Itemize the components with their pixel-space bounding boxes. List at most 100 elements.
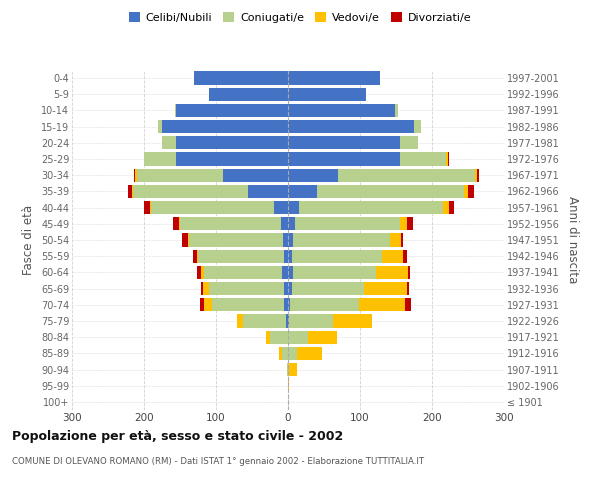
Bar (209, 282, 284, 295)
Bar (288, 282, 292, 295)
Y-axis label: Fasce di età: Fasce di età (22, 205, 35, 275)
Bar (176, 152, 288, 166)
Bar (190, 234, 283, 246)
Bar (281, 217, 288, 230)
Bar (136, 168, 137, 182)
Bar (288, 314, 289, 328)
Bar (475, 168, 476, 182)
Bar (278, 346, 282, 360)
Bar (288, 266, 293, 279)
Bar (133, 185, 248, 198)
Bar (283, 234, 288, 246)
Bar (242, 314, 286, 328)
Bar (288, 185, 317, 198)
Bar (407, 217, 413, 230)
Bar (197, 266, 201, 279)
Bar (406, 298, 411, 312)
Bar (414, 120, 421, 134)
Bar (288, 72, 380, 85)
Bar (293, 266, 376, 279)
Bar (209, 88, 288, 101)
Bar (150, 201, 151, 214)
Bar (390, 234, 401, 246)
Bar (205, 266, 282, 279)
Bar (237, 314, 242, 328)
Bar (332, 314, 372, 328)
Bar (288, 217, 295, 230)
Bar (212, 298, 284, 312)
Bar (299, 201, 443, 214)
Bar (198, 250, 284, 263)
Bar (289, 363, 296, 376)
Bar (290, 298, 359, 312)
Bar (288, 250, 292, 263)
Text: COMUNE DI OLEVANO ROMANO (RM) - Dati ISTAT 1° gennaio 2002 - Elaborazione TUTTIT: COMUNE DI OLEVANO ROMANO (RM) - Dati IST… (12, 458, 424, 466)
Bar (288, 120, 414, 134)
Bar (403, 250, 407, 263)
Bar (400, 136, 418, 149)
Bar (448, 152, 449, 166)
Bar (400, 217, 407, 230)
Bar (194, 72, 288, 85)
Bar (288, 298, 290, 312)
Bar (292, 250, 382, 263)
Bar (400, 152, 446, 166)
Bar (173, 217, 179, 230)
Bar (288, 201, 299, 214)
Bar (223, 168, 288, 182)
Bar (395, 104, 398, 117)
Bar (288, 330, 308, 344)
Bar (188, 234, 190, 246)
Bar (151, 201, 274, 214)
Bar (201, 266, 205, 279)
Bar (292, 282, 364, 295)
Bar (180, 217, 281, 230)
Bar (201, 282, 203, 295)
Bar (288, 136, 400, 149)
Bar (288, 104, 395, 117)
Legend: Celibi/Nubili, Coniugati/e, Vedovi/e, Divorziati/e: Celibi/Nubili, Coniugati/e, Vedovi/e, Di… (124, 8, 476, 28)
Bar (308, 330, 337, 344)
Bar (376, 266, 408, 279)
Bar (284, 298, 288, 312)
Bar (270, 330, 288, 344)
Bar (284, 282, 288, 295)
Bar (204, 298, 212, 312)
Bar (248, 185, 288, 198)
Bar (144, 152, 176, 166)
Bar (408, 266, 410, 279)
Bar (179, 217, 180, 230)
Text: Popolazione per età, sesso e stato civile - 2002: Popolazione per età, sesso e stato civil… (12, 430, 343, 443)
Bar (296, 346, 322, 360)
Bar (407, 282, 409, 295)
Bar (293, 234, 390, 246)
Bar (443, 201, 449, 214)
Bar (162, 120, 288, 134)
Bar (359, 298, 406, 312)
Bar (364, 282, 407, 295)
Bar (317, 185, 464, 198)
Bar (193, 250, 197, 263)
Bar (182, 234, 188, 246)
Bar (476, 168, 479, 182)
Bar (162, 136, 176, 149)
Bar (144, 201, 150, 214)
Bar (288, 234, 293, 246)
Bar (282, 346, 288, 360)
Bar (134, 168, 136, 182)
Bar (132, 185, 133, 198)
Bar (176, 104, 288, 117)
Bar (401, 234, 403, 246)
Bar (464, 185, 468, 198)
Bar (286, 314, 288, 328)
Bar (266, 330, 270, 344)
Bar (203, 282, 209, 295)
Bar (288, 346, 296, 360)
Bar (288, 168, 338, 182)
Bar (288, 152, 400, 166)
Bar (288, 88, 366, 101)
Bar (284, 250, 288, 263)
Bar (295, 217, 400, 230)
Bar (176, 136, 288, 149)
Bar (158, 120, 162, 134)
